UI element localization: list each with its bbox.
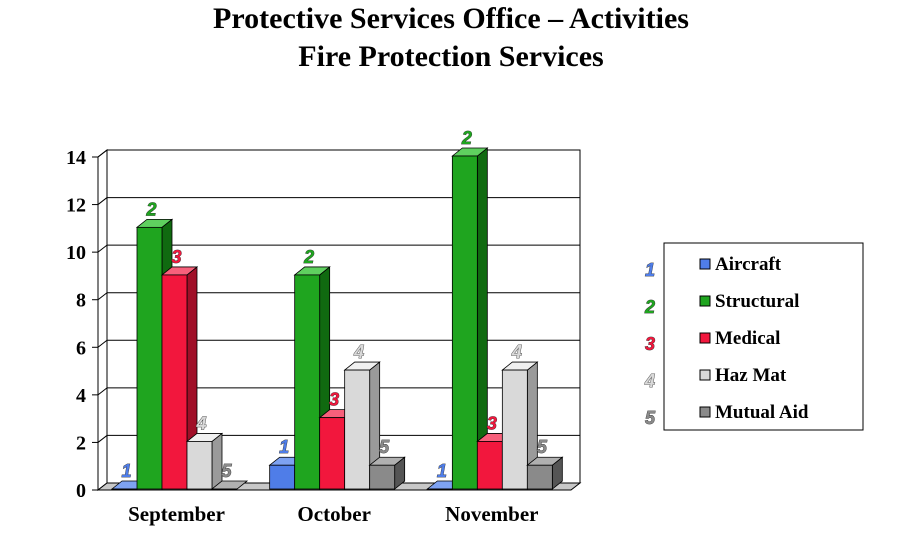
gridline-depth: [97, 435, 108, 443]
bar: [294, 274, 321, 490]
y-tick-label: 2: [76, 432, 86, 454]
legend-series-number: 1: [645, 260, 655, 280]
legend-label: Mutual Aid: [715, 402, 809, 423]
bar-series-number: 1: [121, 461, 131, 481]
bar-series-number: 5: [537, 437, 548, 457]
bar-series-number: 3: [171, 247, 181, 267]
y-tick-label: 10: [66, 242, 86, 264]
bar: [451, 155, 478, 490]
legend-label: Structural: [715, 291, 799, 312]
bar-series-number: 1: [437, 461, 447, 481]
x-category-label: October: [297, 502, 370, 526]
legend-label: Haz Mat: [715, 365, 787, 386]
bar: [501, 369, 528, 490]
legend-label: Medical: [715, 328, 780, 349]
bar: [526, 464, 553, 490]
x-category-label: November: [445, 502, 538, 526]
legend-swatch: [699, 258, 711, 270]
bar: [136, 226, 163, 490]
bar: [344, 369, 371, 490]
legend-swatch: [699, 369, 711, 381]
y-tick-label: 0: [76, 480, 86, 502]
bar-series-number: 3: [329, 390, 339, 410]
bar-series-number: 1: [279, 437, 289, 457]
chart-title-block: Protective Services Office – Activities …: [0, 0, 902, 76]
x-category-label: September: [128, 502, 225, 526]
y-tick-label: 14: [66, 147, 86, 169]
legend-box: [663, 242, 864, 431]
gridline-depth: [97, 244, 108, 253]
gridline-depth: [97, 292, 108, 301]
bar-series-number: 5: [221, 461, 232, 481]
legend-swatch: [699, 332, 711, 344]
legend-series-number: 2: [644, 297, 655, 317]
bar-series-number: 5: [379, 437, 390, 457]
bar-series-number: 4: [195, 413, 206, 433]
legend-label: Aircraft: [715, 254, 782, 275]
gridline-depth: [97, 387, 108, 396]
bar-series-number: 2: [145, 199, 156, 219]
bar: [161, 274, 188, 490]
legend-series-number: 4: [644, 371, 655, 391]
bar-series-number: 2: [461, 128, 472, 148]
legend-series-number: 5: [645, 408, 656, 428]
gridline-depth: [97, 149, 108, 158]
plot-area: 0246810121412345September12345October123…: [66, 128, 582, 526]
bar: [476, 441, 503, 490]
y-tick-label: 8: [76, 290, 86, 312]
y-tick-label: 4: [76, 385, 86, 407]
bar-series-number: 4: [353, 342, 364, 362]
legend-swatch: [699, 406, 711, 418]
legend: 1 Aircraft 2 Structural 3 Medical 4 Haz Mat 5 Mut…: [644, 242, 864, 431]
bar: [369, 464, 396, 490]
chart-title: Protective Services Office – Activities: [213, 2, 689, 35]
gridline-depth: [97, 197, 108, 205]
bar: [269, 464, 296, 490]
bar-series-number: 2: [303, 247, 314, 267]
legend-series-number: 3: [645, 334, 655, 354]
legend-swatch: [699, 295, 711, 307]
bar-series-number: 4: [511, 342, 522, 362]
gridline-depth: [97, 339, 108, 348]
bar: [319, 417, 346, 490]
y-tick-label: 12: [66, 195, 86, 217]
y-tick-label: 6: [76, 337, 86, 359]
chart-subtitle: Fire Protection Services: [298, 40, 604, 73]
bar-series-number: 3: [487, 413, 497, 433]
bar: [186, 441, 213, 490]
